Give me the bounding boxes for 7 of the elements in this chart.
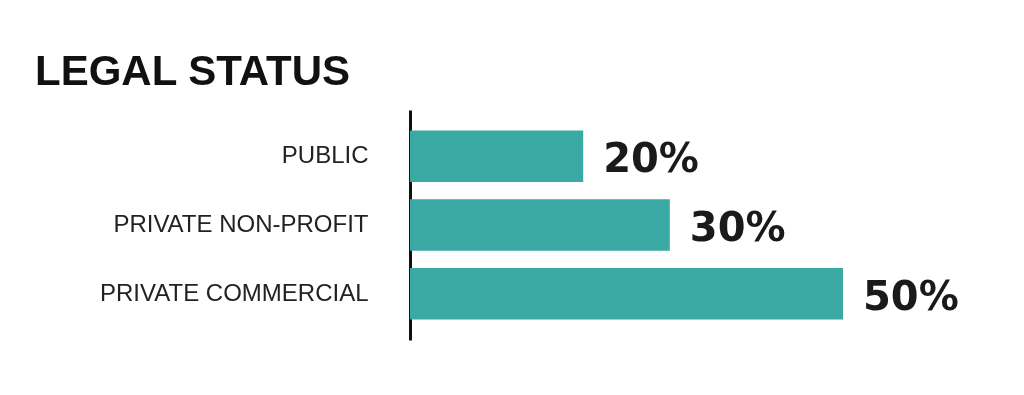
data-label: 50% — [863, 272, 959, 319]
data-label: 30% — [689, 204, 786, 250]
y-tick-label: PUBLIC — [281, 141, 369, 169]
y-tick-label: PRIVATE COMMERCIAL — [100, 278, 369, 306]
y-tick-label: PRIVATE NON-PROFIT — [113, 210, 369, 237]
data-label: 20% — [603, 135, 699, 182]
chart-title: LEGAL STATUS — [35, 47, 350, 94]
